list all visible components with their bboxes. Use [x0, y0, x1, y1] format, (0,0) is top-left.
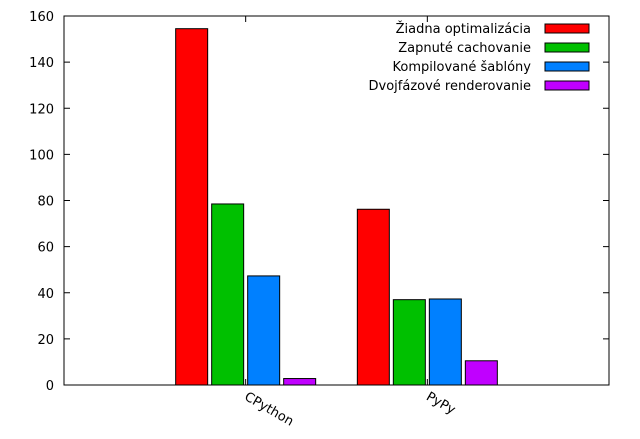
bar-pypy-series-2 [428, 298, 462, 386]
bars [175, 28, 498, 386]
legend-label: Kompilované šablóny [393, 60, 532, 75]
legend-label: Dvojfázové renderovanie [369, 79, 531, 94]
legend-swatch [544, 61, 590, 72]
y-tick-label: 40 [37, 287, 54, 302]
x-tick-label: PyPy [423, 389, 458, 418]
bar-cpython-series-0 [175, 28, 209, 386]
legend-swatch [544, 42, 590, 53]
bar-cpython-series-1 [211, 203, 245, 386]
x-tick-label: CPython [242, 389, 296, 429]
bar-pypy-series-1 [392, 299, 426, 386]
y-tick-label: 0 [46, 379, 54, 394]
y-axis: 0 20 40 60 80 100 120 140 160 [29, 10, 609, 394]
legend-swatch [544, 23, 590, 34]
legend-swatch [544, 80, 590, 91]
y-tick-label: 160 [29, 10, 54, 25]
bar-pypy-series-3 [464, 360, 498, 386]
legend: Žiadna optimalizácia Zapnuté cachovanie Ko… [369, 21, 590, 94]
y-tick-label: 100 [29, 148, 54, 163]
bar-pypy-series-0 [356, 208, 390, 386]
y-tick-label: 80 [37, 195, 54, 210]
legend-label: Zapnuté cachovanie [398, 41, 531, 56]
bar-cpython-series-2 [247, 275, 281, 386]
legend-label: Žiadna optimalizácia [396, 21, 531, 37]
y-tick-label: 60 [37, 241, 54, 256]
y-tick-label: 140 [29, 56, 54, 71]
y-tick-label: 20 [37, 333, 54, 348]
y-tick-label: 120 [29, 102, 54, 117]
bar-cpython-series-3 [283, 378, 317, 386]
